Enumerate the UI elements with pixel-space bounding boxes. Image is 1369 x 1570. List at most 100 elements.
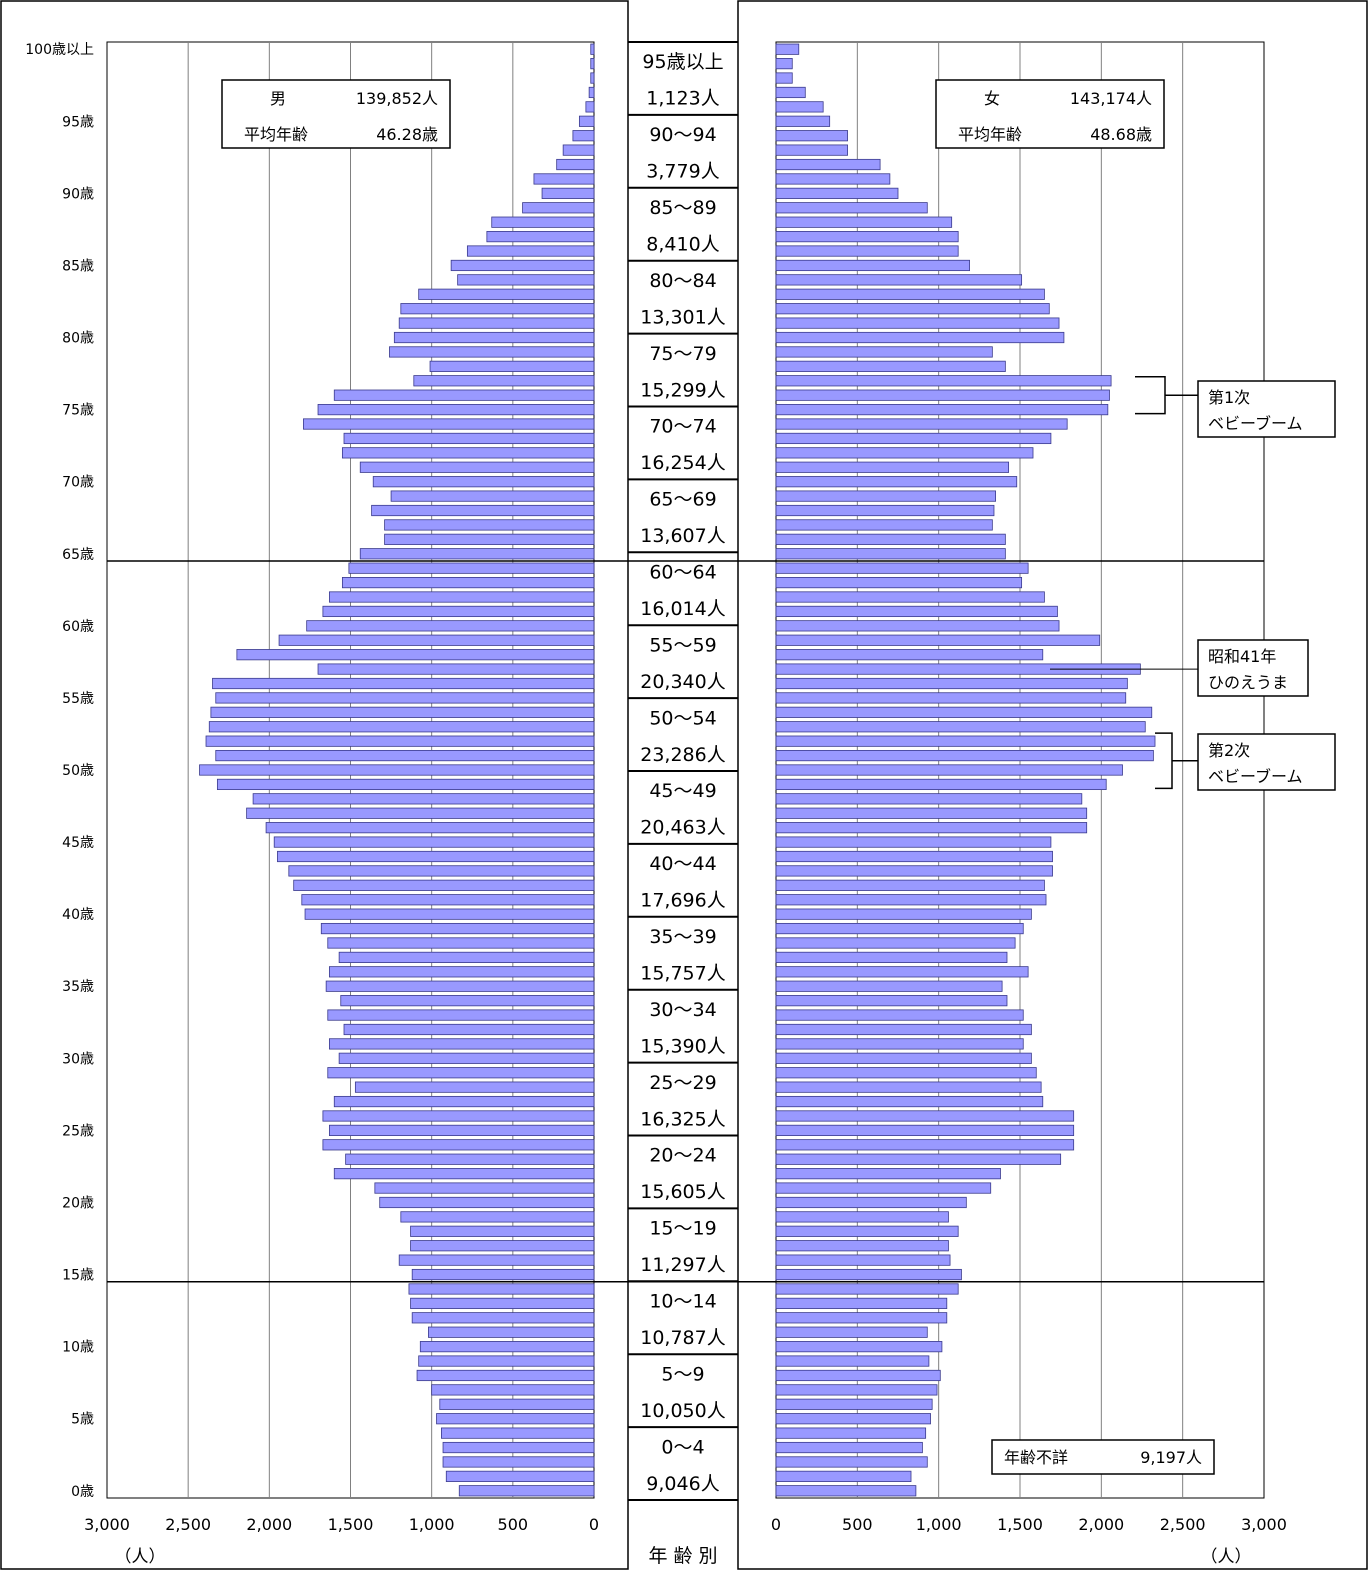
- female-bar: [775, 58, 793, 70]
- female-bar: [775, 1268, 962, 1281]
- female-bar: [775, 432, 1052, 445]
- male-bar: [486, 231, 595, 243]
- female-bar: [775, 101, 824, 113]
- age-group-range: 25～29: [649, 1072, 716, 1094]
- hinoeuma-box: [1197, 639, 1309, 697]
- male-bar: [345, 1153, 595, 1165]
- female-bar: [775, 1413, 931, 1425]
- age-group-range: 75～79: [649, 343, 716, 365]
- age-tick-label: 85歳: [62, 258, 94, 274]
- male-bar: [590, 43, 595, 55]
- female-bar: [775, 418, 1068, 430]
- female-bar: [775, 1168, 1001, 1180]
- male-bar: [390, 490, 595, 502]
- female-bar: [775, 1110, 1075, 1122]
- age-tick-label: 100歳以上: [25, 42, 94, 58]
- female-bar: [775, 72, 793, 84]
- age-group-total: 16,325人: [640, 1108, 725, 1130]
- age-group-range: 45～49: [649, 780, 716, 802]
- male-bar: [393, 331, 595, 344]
- male-bar: [384, 533, 595, 545]
- female-bar: [775, 346, 993, 358]
- female-x-tick-label: 1,500: [997, 1515, 1043, 1534]
- male-bar: [333, 389, 595, 401]
- male-avg-label: 平均年齢: [244, 125, 308, 144]
- age-tick-label: 45歳: [62, 835, 94, 851]
- female-x-tick-label: 0: [771, 1515, 781, 1534]
- female-bar: [775, 1297, 948, 1309]
- male-bar: [562, 144, 595, 156]
- female-bar: [775, 187, 899, 199]
- male-bar: [428, 1326, 595, 1338]
- male-x-tick-label: 2,000: [246, 1515, 292, 1534]
- male-bar: [328, 1038, 595, 1050]
- female-bar: [775, 562, 1029, 574]
- age-group-range: 30～34: [649, 999, 716, 1021]
- male-bar: [341, 577, 595, 589]
- female-bar: [775, 86, 806, 99]
- female-bar: [775, 1124, 1075, 1136]
- age-tick-label: 80歳: [62, 331, 94, 347]
- unknown-age-label: 年齢不詳: [1004, 1448, 1068, 1467]
- male-bar: [491, 216, 595, 228]
- male-bar: [458, 1485, 595, 1497]
- female-x-tick-label: 2,500: [1160, 1515, 1206, 1534]
- age-group-total: 17,696人: [640, 890, 725, 912]
- male-bar: [199, 764, 595, 776]
- male-bar: [317, 404, 595, 416]
- age-group-total: 11,297人: [640, 1254, 725, 1276]
- baby-boom-2-label-line2: ベビーブーム: [1208, 767, 1303, 786]
- male-bar: [208, 721, 595, 733]
- female-avg-value: 48.68歳: [1090, 125, 1152, 144]
- male-x-tick-label: 500: [498, 1515, 529, 1534]
- female-bar: [775, 951, 1008, 963]
- age-tick-label: 70歳: [62, 475, 94, 491]
- male-bar: [325, 980, 595, 992]
- male-bar: [273, 836, 595, 848]
- female-bar: [775, 980, 1003, 992]
- female-bar: [775, 43, 800, 55]
- male-bar: [327, 1009, 595, 1021]
- female-bar: [775, 1384, 938, 1396]
- female-label: 女: [984, 89, 1000, 108]
- age-tick-label: 95歳: [62, 114, 94, 130]
- male-bar: [413, 375, 595, 387]
- male-bar: [408, 1283, 595, 1295]
- age-tick-label: 15歳: [62, 1268, 94, 1284]
- male-bar: [418, 1355, 595, 1367]
- female-bar: [775, 533, 1006, 545]
- female-bar: [775, 836, 1052, 848]
- age-tick-label: 5歳: [71, 1412, 94, 1428]
- female-bar: [775, 865, 1053, 877]
- female-bar: [775, 937, 1016, 949]
- male-bar: [288, 865, 595, 877]
- female-avg-label: 平均年齢: [958, 125, 1022, 144]
- male-bar: [590, 72, 595, 84]
- female-bar: [775, 634, 1101, 646]
- age-group-range: 90～94: [649, 124, 716, 146]
- male-bar: [398, 317, 595, 329]
- age-group-total: 15,390人: [640, 1035, 725, 1057]
- female-bar: [775, 476, 1018, 488]
- age-group-range: 20～24: [649, 1145, 716, 1167]
- female-bar: [775, 922, 1024, 935]
- male-avg-value: 46.28歳: [376, 125, 438, 144]
- age-group-range: 85～89: [649, 197, 716, 219]
- female-bar: [775, 504, 995, 517]
- female-bar: [775, 764, 1123, 776]
- male-panel-frame: [0, 0, 629, 1570]
- age-group-range: 10～14: [649, 1291, 716, 1313]
- age-group-total: 10,787人: [640, 1327, 725, 1349]
- age-group-total: 8,410人: [646, 233, 719, 255]
- female-bar: [775, 1182, 992, 1194]
- female-bar: [775, 879, 1045, 891]
- male-bar: [411, 1312, 595, 1324]
- age-group-range: 50～54: [649, 707, 716, 729]
- baby-boom-2-box: [1197, 733, 1336, 791]
- age-group-range: 55～59: [649, 634, 716, 656]
- male-bar: [533, 173, 595, 185]
- male-bar: [450, 259, 595, 272]
- female-bar: [775, 274, 1023, 286]
- male-x-tick-label: 0: [589, 1515, 599, 1534]
- male-bar: [411, 1268, 595, 1281]
